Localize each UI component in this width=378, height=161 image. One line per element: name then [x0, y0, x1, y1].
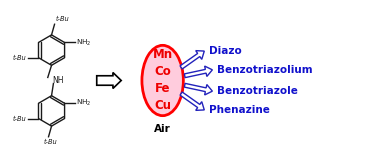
Text: t-Bu: t-Bu [13, 55, 26, 61]
Text: Diazo: Diazo [209, 46, 242, 56]
Text: Mn: Mn [153, 48, 173, 61]
Text: NH$_2$: NH$_2$ [76, 98, 91, 108]
Text: NH$_2$: NH$_2$ [76, 37, 91, 48]
FancyArrow shape [184, 83, 212, 95]
Text: t-Bu: t-Bu [13, 115, 26, 122]
Text: Co: Co [154, 65, 171, 78]
FancyArrow shape [184, 66, 212, 78]
Ellipse shape [142, 45, 183, 116]
Text: Air: Air [154, 124, 171, 134]
FancyArrow shape [180, 92, 204, 110]
Text: NH: NH [53, 76, 64, 85]
FancyArrow shape [97, 72, 121, 89]
Text: Benzotriazolium: Benzotriazolium [217, 65, 313, 75]
Text: t-Bu: t-Bu [43, 139, 57, 145]
Text: Benzotriazole: Benzotriazole [217, 86, 298, 96]
Text: t-Bu: t-Bu [56, 16, 70, 22]
Text: Phenazine: Phenazine [209, 105, 270, 115]
Text: Cu: Cu [154, 99, 171, 113]
FancyArrow shape [180, 51, 204, 69]
Text: Fe: Fe [155, 82, 170, 95]
